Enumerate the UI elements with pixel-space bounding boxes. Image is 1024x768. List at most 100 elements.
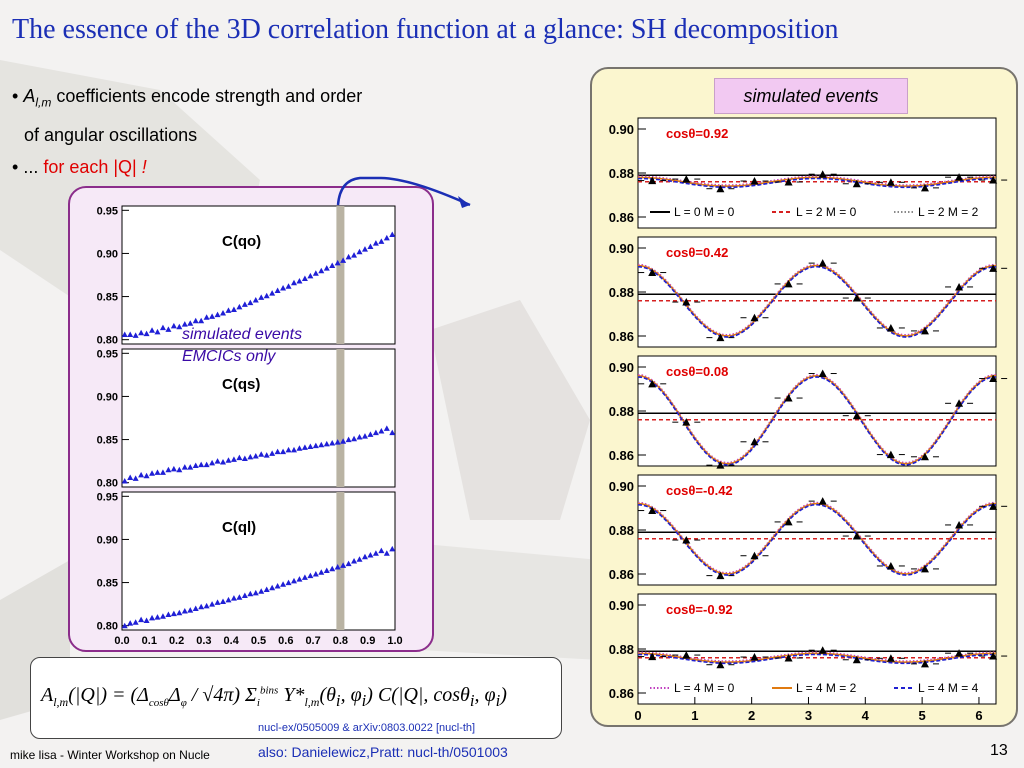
y-tick-label: 0.88 — [609, 285, 634, 300]
data-point — [269, 584, 276, 591]
data-point — [198, 603, 205, 610]
data-point — [247, 453, 254, 460]
data-point — [886, 654, 895, 662]
data-point — [318, 267, 325, 274]
data-point — [154, 614, 161, 620]
data-point — [818, 646, 827, 654]
data-point — [323, 567, 330, 573]
data-point — [290, 446, 297, 453]
data-point — [225, 596, 232, 603]
data-point — [138, 471, 145, 478]
y-tick-label: 0.90 — [97, 534, 118, 546]
data-point — [170, 610, 177, 617]
data-point — [203, 314, 210, 320]
data-point — [345, 560, 352, 567]
data-point — [176, 609, 183, 616]
data-point — [149, 327, 156, 333]
data-point — [269, 450, 276, 456]
data-point — [181, 464, 188, 470]
y-tick-label: 0.80 — [97, 621, 118, 633]
data-point — [989, 176, 998, 184]
data-point — [920, 452, 929, 461]
data-point — [372, 240, 379, 246]
emcic-line-2: EMCICs only — [182, 348, 276, 365]
x-tick-label: 5 — [919, 708, 926, 722]
data-point — [121, 331, 128, 338]
data-point — [682, 175, 691, 183]
data-point — [378, 547, 385, 554]
bullet-2-bang: ! — [141, 156, 147, 177]
series-l4m0 — [637, 175, 996, 186]
panel-label: cosθ=-0.92 — [666, 602, 733, 617]
data-point — [340, 257, 347, 263]
data-point — [648, 176, 657, 185]
data-point — [209, 601, 216, 607]
data-point — [132, 332, 139, 338]
y-tick-label: 0.85 — [97, 435, 118, 447]
data-point — [989, 652, 998, 660]
data-point — [241, 455, 248, 462]
data-point — [127, 620, 134, 626]
data-point — [263, 452, 270, 458]
series-l4m4 — [637, 503, 997, 576]
data-point — [181, 321, 188, 327]
data-point — [682, 298, 691, 306]
data-point — [149, 470, 156, 476]
data-point — [852, 411, 861, 420]
panel-label: cosθ=0.08 — [666, 364, 728, 379]
alm-subscript: l,m — [35, 95, 52, 110]
page-number: 13 — [990, 742, 1008, 759]
series-l4m4 — [637, 376, 997, 466]
data-point — [334, 439, 341, 445]
y-tick-label: 0.86 — [609, 448, 634, 463]
data-point — [784, 178, 793, 186]
data-point — [241, 301, 248, 307]
data-point — [955, 399, 964, 407]
data-point — [307, 272, 314, 279]
data-point — [356, 248, 363, 255]
y-tick-label: 0.86 — [609, 686, 634, 701]
y-tick-label: 0.90 — [609, 360, 634, 375]
data-point — [258, 294, 265, 300]
data-point — [138, 329, 145, 336]
y-tick-label: 0.85 — [97, 578, 118, 590]
data-point — [852, 179, 861, 188]
y-tick-label: 0.90 — [97, 248, 118, 260]
y-tick-label: 0.86 — [609, 210, 634, 225]
data-point — [989, 502, 998, 510]
highlight-band — [336, 492, 345, 630]
data-point — [220, 309, 227, 316]
panel-label: C(ql) — [222, 519, 256, 536]
left-panel-frame — [121, 491, 396, 631]
data-point — [203, 602, 210, 609]
x-tick-label: 0.4 — [224, 635, 240, 644]
data-point — [852, 655, 861, 664]
data-point — [132, 475, 139, 481]
data-point — [716, 461, 725, 469]
y-tick-label: 0.95 — [97, 491, 118, 503]
data-point — [247, 590, 254, 597]
data-point — [214, 599, 221, 605]
data-point — [187, 464, 194, 470]
legend-label: L = 4 M = 2 — [796, 681, 857, 695]
data-point — [181, 608, 188, 614]
panel-label: cosθ=0.92 — [666, 126, 728, 141]
x-tick-label: 0.8 — [333, 635, 348, 644]
highlight-band — [336, 206, 345, 344]
data-point — [192, 605, 199, 611]
data-point — [312, 442, 319, 449]
bullet-2-prefix: ... — [23, 156, 39, 177]
data-point — [290, 279, 297, 286]
y-tick-label: 0.86 — [609, 329, 634, 344]
data-point — [989, 264, 998, 272]
simulated-events-label: simulated events — [714, 78, 908, 114]
data-point — [818, 497, 827, 505]
data-point — [361, 433, 368, 439]
y-tick-label: 0.85 — [97, 292, 118, 304]
data-point — [301, 275, 308, 281]
series-l4m4 — [637, 177, 996, 189]
data-point — [716, 571, 725, 580]
data-point — [648, 506, 657, 515]
data-point — [127, 474, 134, 481]
data-point — [318, 569, 325, 575]
